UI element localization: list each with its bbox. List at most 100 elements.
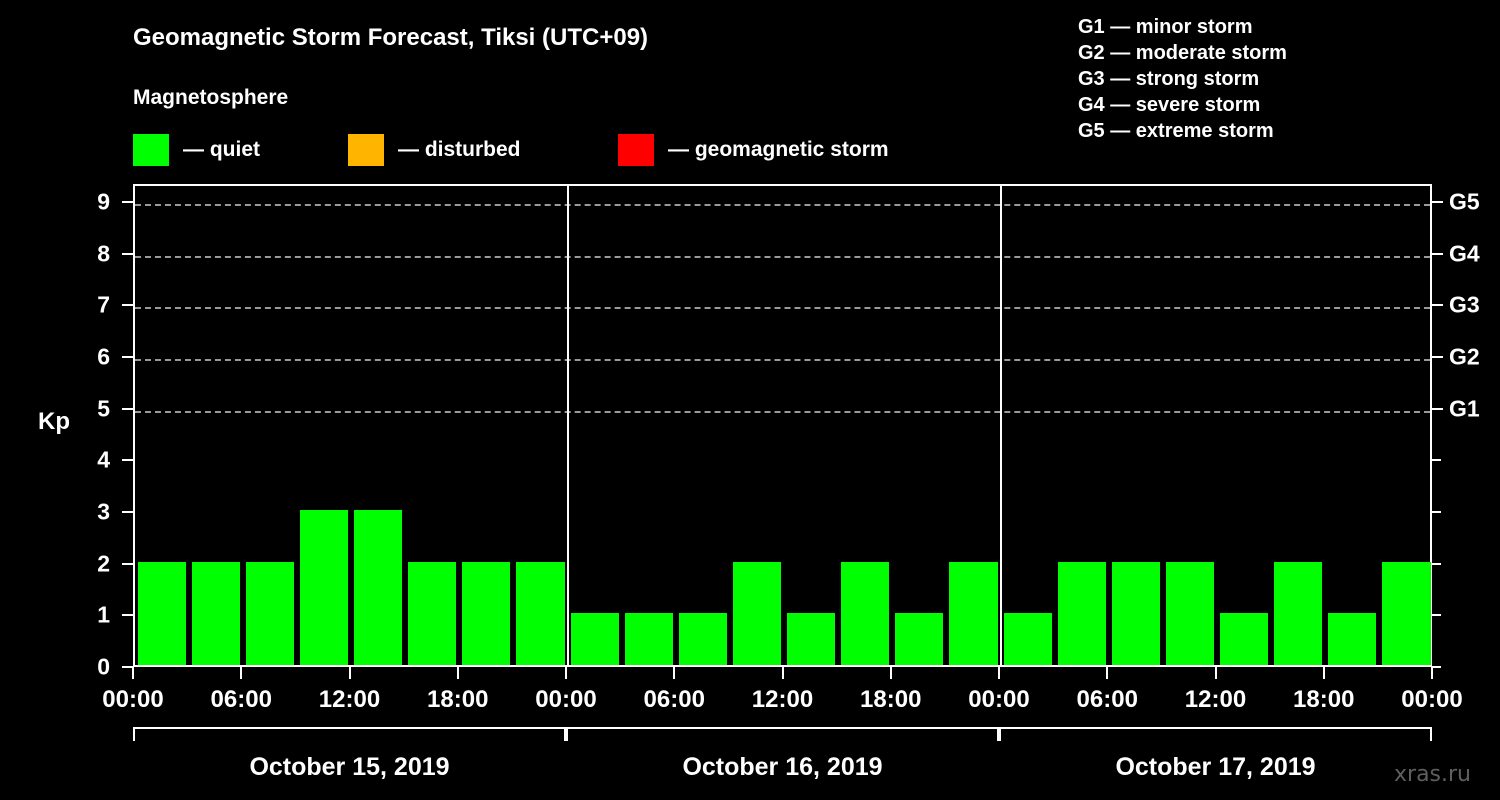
y-tick-label-3: 3 [97,498,110,525]
y-tick-label-5: 5 [97,395,110,422]
date-label-3: October 17, 2019 [1115,753,1316,781]
x-tick-mark-6 [781,667,784,679]
gridline-kp-7 [135,307,1430,310]
y-tick-mark-9 [122,201,133,203]
kp-bar [732,561,781,665]
legend-swatch-quiet [133,134,169,166]
date-label-2: October 16, 2019 [682,753,883,781]
legend-label-geomagnetic-storm: — geomagnetic storm [668,138,889,161]
x-tick-mark-5 [673,667,676,679]
gridline-kp-6 [135,359,1430,361]
gridline-kp-9 [135,204,1430,206]
y-tick-mark-4 [122,459,133,462]
kp-bar [137,561,186,665]
kp-bar [841,561,890,665]
y-tick-mark-0 [122,666,133,668]
x-tick-mark-12 [1431,667,1433,679]
kp-bar [1057,561,1106,665]
kp-bar [1328,613,1377,665]
g-tick-label-G2: G2 [1449,343,1480,370]
kp-bar [245,561,294,665]
x-tick-label-6: 12:00 [751,686,814,713]
y-tick-label-0: 0 [97,653,110,680]
kp-bar [408,561,457,665]
kp-bar [1165,561,1214,665]
g-scale-legend: G1 — minor storm G2 — moderate storm G3 — … [1078,14,1287,144]
kp-bar [949,561,998,665]
legend-label-quiet: — quiet [183,138,260,161]
plot-area [133,184,1432,667]
bars-layer [135,186,1431,665]
y-axis-title: Kp [38,408,70,435]
kp-bar [624,613,673,665]
y-tick-mark-5 [122,407,133,410]
page-title: Geomagnetic Storm Forecast, Tiksi (UTC+0… [133,24,649,51]
kp-bar [787,613,836,665]
x-tick-mark-11 [1322,667,1325,679]
right-tick-mark-3 [1432,511,1441,513]
y-tick-mark-3 [122,511,133,513]
y-tick-label-4: 4 [97,446,110,473]
kp-bar [1003,613,1052,665]
x-tick-label-1: 06:00 [210,686,272,713]
g-tick-label-G3: G3 [1449,291,1480,318]
legend-entry-quiet: — quiet [133,133,260,167]
y-tick-label-7: 7 [97,291,110,318]
day-separator-2 [1000,186,1002,665]
legend-label-disturbed: — disturbed [398,138,521,161]
gridline-kp-5 [135,410,1430,413]
legend-entry-geomagnetic-storm: — geomagnetic storm [618,133,889,167]
x-tick-label-9: 06:00 [1076,686,1138,713]
x-tick-label-11: 18:00 [1293,686,1355,713]
g-tick-mark-G5 [1432,201,1443,203]
g-legend-row-3: G3 — strong storm [1078,68,1260,90]
x-tick-mark-1 [240,667,243,679]
x-tick-label-12: 00:00 [1401,686,1463,713]
gridline-kp-8 [135,255,1430,258]
y-tick-label-8: 8 [97,240,110,267]
g-tick-label-G4: G4 [1449,240,1480,267]
x-tick-label-5: 06:00 [643,686,705,713]
legend-swatch-geomagnetic-storm [618,134,654,166]
x-tick-mark-7 [889,667,892,679]
date-label-1: October 15, 2019 [249,753,450,781]
kp-bar [570,613,619,665]
day-separator-1 [567,186,569,665]
legend-swatch-disturbed [348,134,384,166]
x-tick-label-3: 18:00 [427,686,489,713]
y-tick-label-6: 6 [97,343,110,370]
kp-bar [299,510,348,665]
kp-bar [1111,561,1160,665]
legend-entry-disturbed: — disturbed [348,133,521,167]
y-tick-mark-6 [122,356,133,358]
watermark: xras.ru [1394,762,1471,787]
g-tick-mark-G2 [1432,356,1443,358]
kp-bar [462,561,511,665]
g-legend-row-2: G2 — moderate storm [1078,42,1287,64]
y-tick-mark-1 [122,614,133,617]
kp-bar [1274,561,1323,665]
g-tick-label-G1: G1 [1449,395,1480,422]
y-tick-mark-2 [122,562,133,565]
date-bracket-3 [999,727,1432,741]
x-tick-mark-10 [1214,667,1217,679]
x-tick-mark-9 [1106,667,1109,679]
x-tick-mark-3 [456,667,459,679]
y-tick-label-9: 9 [97,188,110,215]
right-tick-mark-1 [1432,614,1441,617]
g-legend-row-1: G1 — minor storm [1078,16,1253,38]
right-tick-mark-4 [1432,459,1441,462]
x-tick-label-10: 12:00 [1184,686,1247,713]
x-tick-mark-2 [348,667,351,679]
x-tick-label-0: 00:00 [102,686,164,713]
y-tick-label-2: 2 [97,550,110,577]
x-tick-mark-8 [998,667,1000,679]
g-legend-row-5: G5 — extreme storm [1078,120,1274,142]
g-tick-mark-G3 [1432,304,1443,307]
kp-bar [1382,561,1431,665]
x-tick-label-4: 00:00 [535,686,597,713]
kp-bar [895,613,944,665]
x-tick-mark-4 [565,667,567,679]
x-tick-label-8: 00:00 [968,686,1030,713]
